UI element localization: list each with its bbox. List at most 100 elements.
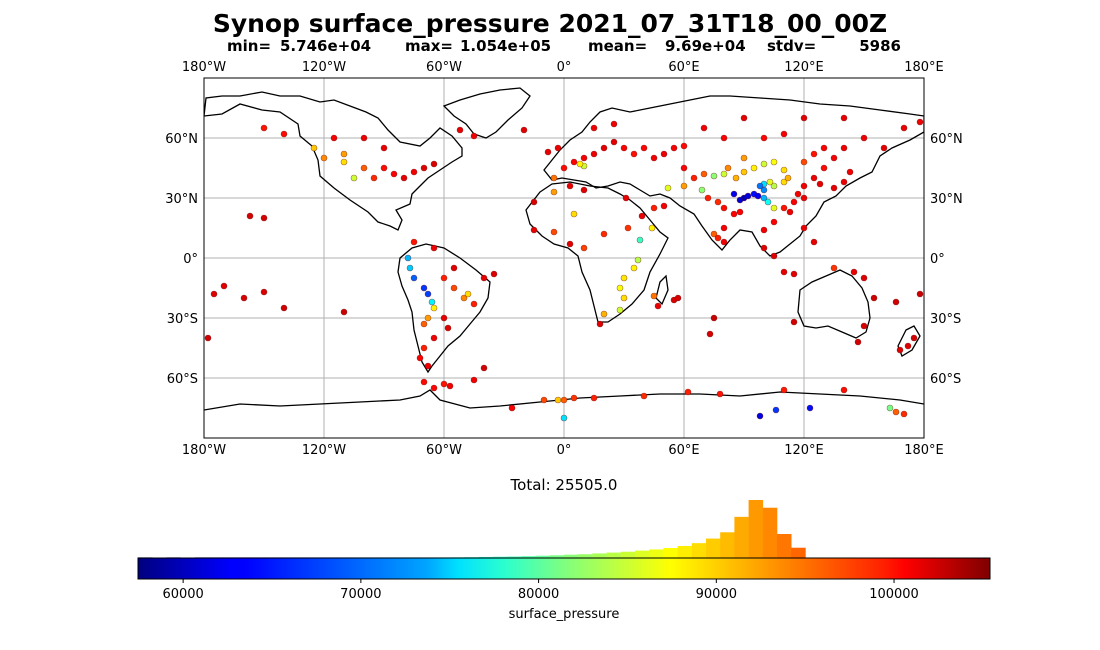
stats-line: min= 5.746e+04 max= 1.054e+05 mean= 9.69… xyxy=(227,37,901,55)
observation-point xyxy=(380,164,388,172)
observation-point xyxy=(620,144,628,152)
observation-point xyxy=(810,150,818,158)
observation-point xyxy=(560,164,568,172)
colorbar-tick-label: 60000 xyxy=(162,587,203,602)
colorbar-tick-label: 80000 xyxy=(518,587,559,602)
histogram-bar xyxy=(677,546,693,558)
observation-point xyxy=(600,230,608,238)
histogram-bar xyxy=(578,554,593,558)
observation-point xyxy=(400,174,408,182)
observation-point xyxy=(636,236,644,244)
observation-point xyxy=(424,362,432,370)
observation-point xyxy=(530,198,538,206)
observation-point xyxy=(880,144,888,152)
lon-tick-label: 120°E xyxy=(784,60,824,75)
observation-point xyxy=(706,330,714,338)
lat-ticks-right: 60°N 30°N 0° 30°S 60°S xyxy=(930,132,963,387)
observation-point xyxy=(720,204,728,212)
observation-point xyxy=(508,404,516,412)
observation-point xyxy=(732,174,740,182)
observation-point xyxy=(630,150,638,158)
observation-point xyxy=(360,164,368,172)
colorbar-tick-label: 70000 xyxy=(340,587,381,602)
colorbar-ticks: 60000 70000 80000 90000 100000 xyxy=(162,579,919,602)
observation-point xyxy=(554,144,562,152)
observation-point xyxy=(566,240,574,248)
observation-point xyxy=(540,396,548,404)
colorbar-label: surface_pressure xyxy=(509,607,620,622)
histogram-bar xyxy=(691,543,707,558)
observation-point xyxy=(570,394,578,402)
observation-point xyxy=(760,134,768,142)
histogram-bar xyxy=(606,552,622,558)
observation-point xyxy=(840,144,848,152)
observation-point xyxy=(420,164,428,172)
observation-point xyxy=(810,238,818,246)
observation-point xyxy=(648,224,656,232)
observation-point xyxy=(380,144,388,152)
observation-point xyxy=(830,264,838,272)
lat-tick-label: 60°S xyxy=(930,372,961,387)
observation-point xyxy=(690,174,698,182)
lon-ticks-bottom: 180°W 120°W 60°W 0° 60°E 120°E 180°E xyxy=(182,443,944,458)
observation-point xyxy=(780,130,788,138)
observation-point xyxy=(576,160,584,168)
observation-point xyxy=(340,158,348,166)
histogram-bar xyxy=(535,555,551,558)
lon-tick-label: 180°W xyxy=(182,443,226,458)
stat-stdv-label: stdv= xyxy=(767,37,816,55)
stat-max-label: max= xyxy=(405,37,453,55)
observation-point xyxy=(710,230,718,238)
observation-point xyxy=(580,186,588,194)
observation-point xyxy=(904,342,912,350)
observation-point xyxy=(730,210,738,218)
observation-point xyxy=(720,224,728,232)
total-label: Total: 25505.0 xyxy=(510,476,618,494)
observation-point xyxy=(280,304,288,312)
observation-point xyxy=(570,158,578,166)
colorbar xyxy=(137,557,991,580)
observation-point xyxy=(770,182,778,190)
lat-ticks-left: 60°N 30°N 0° 30°S 60°S xyxy=(165,132,198,387)
observation-point xyxy=(790,318,798,326)
observation-point xyxy=(896,346,904,354)
observation-point xyxy=(450,284,458,292)
histogram-bar xyxy=(521,556,536,558)
observation-point xyxy=(440,274,448,282)
histogram-bar xyxy=(564,554,579,558)
map-frame xyxy=(203,77,925,439)
observation-point xyxy=(780,178,788,186)
observation-point xyxy=(800,114,808,122)
stat-max-value: 1.054e+05 xyxy=(460,37,551,55)
observation-point xyxy=(350,174,358,182)
observation-point xyxy=(370,174,378,182)
lat-tick-label: 30°N xyxy=(165,192,198,207)
observation-point xyxy=(846,168,854,176)
observation-point xyxy=(860,134,868,142)
observation-point xyxy=(480,364,488,372)
coast-europe-asia xyxy=(543,95,924,257)
observation-point xyxy=(754,192,762,200)
lon-tick-label: 60°E xyxy=(668,443,699,458)
lon-tick-label: 120°E xyxy=(784,443,824,458)
lon-tick-label: 180°W xyxy=(182,60,226,75)
observation-point xyxy=(700,124,708,132)
observation-point xyxy=(720,134,728,142)
observation-point xyxy=(430,244,438,252)
histogram-bar xyxy=(507,556,522,558)
observation-point xyxy=(854,338,862,346)
observation-point xyxy=(424,290,432,298)
observation-point xyxy=(550,188,558,196)
observation-point xyxy=(816,180,824,188)
coast-africa xyxy=(525,181,669,323)
observation-point xyxy=(310,144,318,152)
observation-point xyxy=(704,194,712,202)
observation-point xyxy=(860,274,868,282)
lon-tick-label: 0° xyxy=(557,443,572,458)
lon-ticks-top: 180°W 120°W 60°W 0° 60°E 120°E 180°E xyxy=(182,60,944,75)
lon-tick-label: 60°E xyxy=(668,60,699,75)
histogram-bar xyxy=(706,538,721,558)
observation-point xyxy=(620,274,628,282)
observation-point xyxy=(780,268,788,276)
observation-point xyxy=(870,294,878,302)
